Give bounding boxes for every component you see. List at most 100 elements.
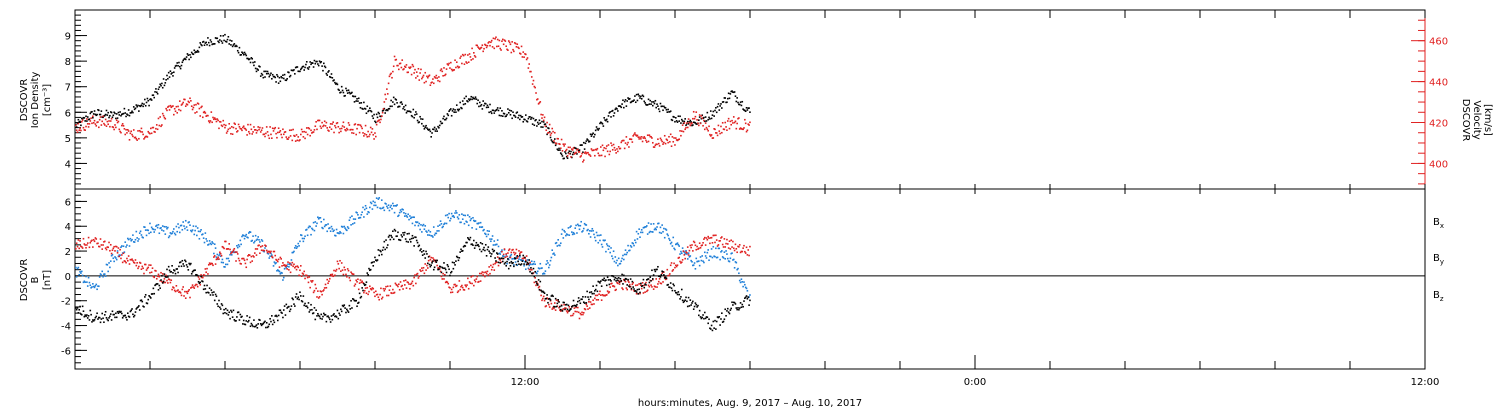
velocity-point [533, 85, 536, 88]
bz-point [132, 261, 135, 264]
by-point [229, 253, 231, 256]
velocity-point [676, 139, 679, 142]
bx-point [419, 249, 421, 252]
by-point [106, 264, 109, 266]
by-point [555, 241, 558, 244]
bz-point [366, 286, 369, 289]
velocity-point [242, 125, 245, 128]
by-point [117, 255, 120, 258]
bz-point [694, 244, 697, 247]
density-point [362, 108, 364, 110]
density-point [634, 95, 636, 97]
bz-point [623, 278, 625, 281]
bx-point [398, 238, 400, 241]
bz-point [128, 263, 131, 265]
bx-point [520, 263, 523, 265]
velocity-point [536, 98, 539, 100]
velocity-point [390, 72, 392, 75]
bfield-tick-label: 2 [65, 247, 71, 258]
by-point [669, 242, 672, 245]
bx-point [156, 283, 159, 285]
density-point [587, 139, 589, 141]
bz-point [386, 285, 389, 288]
by-point [582, 227, 585, 230]
bx-point [565, 303, 568, 306]
density-point [564, 151, 566, 153]
bz-point [112, 247, 115, 250]
bz-point [375, 293, 378, 296]
density-point [184, 58, 187, 61]
bz-point [450, 288, 453, 291]
velocity-point [333, 131, 335, 134]
bx-point [471, 243, 473, 245]
density-point [206, 43, 208, 46]
bx-point [408, 232, 410, 235]
bx-point [388, 234, 391, 237]
density-point [439, 120, 442, 123]
by-point [192, 225, 195, 227]
bz-point [271, 255, 273, 258]
by-point [404, 212, 407, 215]
velocity-point [457, 66, 460, 69]
bx-point [241, 315, 243, 318]
bz-point [518, 250, 520, 252]
bz-point [359, 279, 362, 281]
by-point [721, 250, 723, 252]
by-point [598, 234, 600, 237]
by-point [718, 247, 721, 250]
by-point [317, 216, 319, 219]
velocity-point [649, 135, 652, 138]
velocity-tick-label: 400 [1429, 159, 1448, 170]
by-point [292, 251, 294, 254]
bx-point [82, 310, 85, 312]
velocity-point [455, 61, 458, 64]
by-point [291, 251, 294, 254]
by-point [570, 225, 572, 227]
velocity-point [197, 103, 200, 105]
bz-point [693, 241, 696, 244]
velocity-point [352, 132, 355, 135]
bx-point [453, 261, 456, 264]
by-point [709, 255, 712, 258]
density-point [730, 90, 732, 93]
by-point [692, 264, 694, 267]
by-point [731, 252, 733, 254]
bz-point [664, 278, 667, 281]
velocity-point [531, 83, 534, 85]
bz-point [372, 287, 375, 290]
by-point [685, 249, 687, 252]
density-point [523, 118, 525, 121]
velocity-point [569, 146, 571, 149]
density-point [443, 115, 445, 118]
bx-point [132, 313, 134, 316]
by-point [611, 255, 613, 257]
density-point [454, 109, 456, 111]
bx-point [404, 238, 407, 240]
bz-point [159, 279, 161, 282]
density-point [492, 109, 495, 112]
bx-point [364, 283, 367, 286]
density-point [579, 144, 582, 147]
by-point [415, 221, 417, 223]
density-point [485, 106, 488, 109]
by-point [520, 259, 523, 261]
bz-point [691, 244, 693, 246]
by-point [178, 226, 180, 229]
by-point [475, 228, 478, 230]
velocity-point [87, 126, 90, 128]
bz-point [621, 287, 623, 289]
by-point [623, 253, 626, 256]
velocity-point [417, 67, 420, 70]
by-point [207, 243, 210, 246]
by-point [420, 224, 422, 226]
density-point [262, 76, 265, 79]
by-point [645, 226, 647, 228]
velocity-point [257, 126, 259, 128]
bz-point [508, 248, 511, 250]
density-point [201, 41, 204, 43]
bz-point [699, 247, 702, 249]
by-point [700, 259, 703, 262]
velocity-point [200, 106, 202, 109]
density-point [229, 39, 231, 42]
bx-point [263, 321, 265, 324]
